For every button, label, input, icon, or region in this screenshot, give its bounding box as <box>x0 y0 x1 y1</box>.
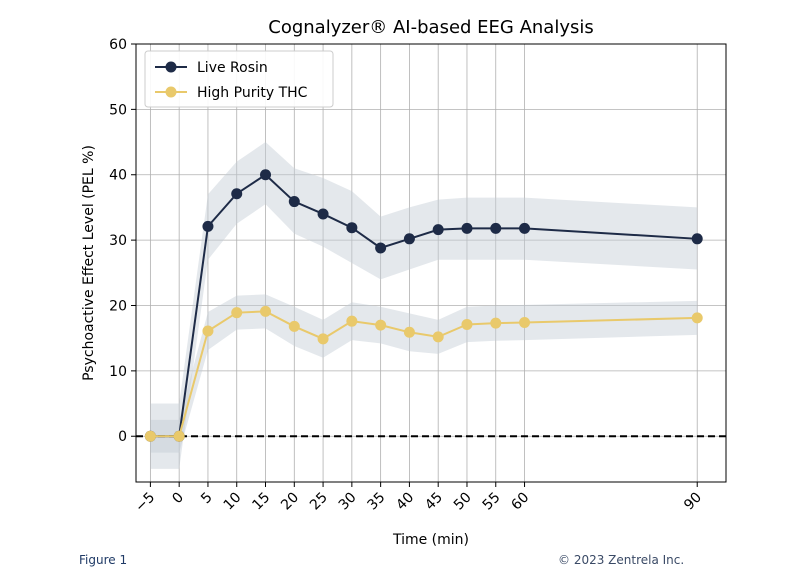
confidence-bands <box>150 142 698 469</box>
x-tick-label-1: 0 <box>169 490 187 508</box>
x-tick-label-8: 35 <box>365 490 389 514</box>
series <box>144 169 703 442</box>
x-tick-label-9: 40 <box>393 490 417 514</box>
x-tick-label-11: 50 <box>451 490 475 514</box>
series-1-point-13 <box>519 316 531 328</box>
x-tick-label-7: 30 <box>336 490 360 514</box>
x-tick-label-13: 60 <box>508 490 532 514</box>
series-1-point-8 <box>375 319 387 331</box>
series-1-point-0 <box>144 430 156 442</box>
y-tick-label-3: 30 <box>109 233 127 249</box>
y-tick-label-1: 10 <box>109 364 127 380</box>
series-1-point-4 <box>260 305 272 317</box>
y-tick-label-2: 20 <box>109 298 127 314</box>
series-1-point-7 <box>346 315 358 327</box>
y-tick-label-5: 50 <box>109 102 127 118</box>
series-1-point-11 <box>461 318 473 330</box>
y-tick-label-0: 0 <box>118 429 127 445</box>
chart-title: Cognalyzer® AI-based EEG Analysis <box>268 17 594 38</box>
legend-label-1: High Purity THC <box>197 85 308 101</box>
series-1-point-5 <box>288 320 300 332</box>
y-tick-label-6: 60 <box>109 37 127 53</box>
series-0-point-2 <box>202 220 214 232</box>
series-0-point-7 <box>346 222 358 234</box>
axes <box>131 43 727 487</box>
series-1-point-1 <box>173 430 185 442</box>
series-0-point-8 <box>375 242 387 254</box>
band-series-1 <box>150 294 698 453</box>
legend-label-0: Live Rosin <box>197 60 268 76</box>
series-0-point-4 <box>260 169 272 181</box>
x-axis-label: Time (min) <box>392 532 469 548</box>
x-tick-label-10: 45 <box>422 490 446 514</box>
x-tick-label-14: 90 <box>681 490 705 514</box>
series-1-point-14 <box>691 312 703 324</box>
series-0-point-12 <box>490 222 502 234</box>
legend-marker-0 <box>165 61 177 73</box>
y-tick-label-4: 40 <box>109 168 127 184</box>
x-tick-label-4: 15 <box>249 490 273 514</box>
x-tick-label-5: 20 <box>278 490 302 514</box>
x-tick-label-0: −5 <box>132 490 158 516</box>
figure-label: Figure 1 <box>79 553 128 567</box>
plot-area <box>136 44 726 482</box>
axes-frame <box>135 43 727 483</box>
series-0-point-6 <box>317 208 329 220</box>
series-0-point-9 <box>403 233 415 245</box>
legend-box <box>144 50 334 108</box>
series-1-point-3 <box>231 307 243 319</box>
x-tick-label-3: 10 <box>221 490 245 514</box>
series-0-point-11 <box>461 222 473 234</box>
x-tick-label-2: 5 <box>198 490 216 508</box>
series-0-point-13 <box>519 222 531 234</box>
series-1-point-12 <box>490 317 502 329</box>
series-1-point-9 <box>403 326 415 338</box>
series-0-point-10 <box>432 224 444 236</box>
series-0-point-3 <box>231 188 243 200</box>
x-tick-label-6: 25 <box>307 490 331 514</box>
band-series-0 <box>150 142 698 469</box>
series-1-point-10 <box>432 331 444 343</box>
legend: Live Rosin High Purity THC <box>144 50 334 108</box>
legend-marker-1 <box>165 86 177 98</box>
y-axis-label: Psychoactive Effect Level (PEL %) <box>81 145 97 381</box>
x-tick-label-12: 55 <box>480 490 504 514</box>
series-0-point-14 <box>691 233 703 245</box>
copyright-notice: © 2023 Zentrela Inc. <box>558 553 685 567</box>
series-1-point-6 <box>317 333 329 345</box>
series-1-point-2 <box>202 325 214 337</box>
series-0-point-5 <box>288 196 300 208</box>
